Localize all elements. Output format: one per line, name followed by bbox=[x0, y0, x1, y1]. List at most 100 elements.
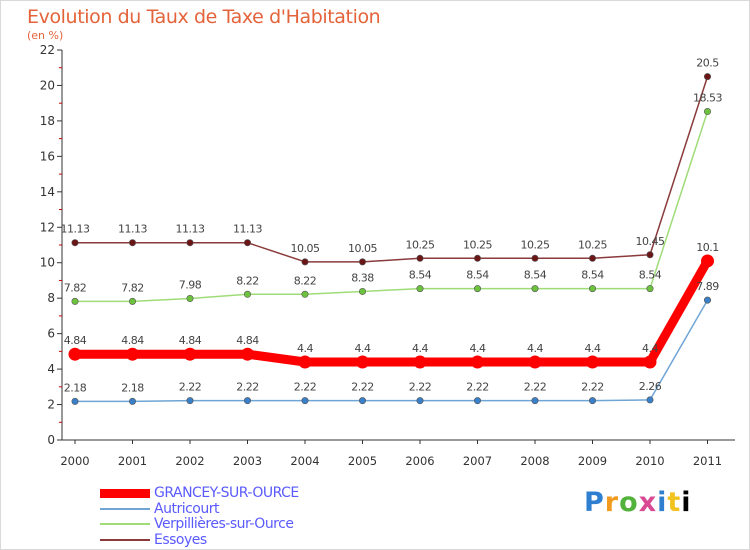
data-label: 2.22 bbox=[581, 381, 604, 394]
series-point bbox=[298, 355, 312, 369]
logo-letter: t bbox=[667, 487, 682, 518]
series-points bbox=[68, 73, 714, 405]
series-point bbox=[473, 397, 481, 405]
legend-label: Autricourt bbox=[154, 500, 219, 517]
series-point bbox=[186, 239, 194, 247]
series-point bbox=[703, 73, 711, 81]
data-label: 7.82 bbox=[121, 281, 144, 294]
series-point bbox=[588, 397, 596, 405]
series-line bbox=[75, 258, 712, 367]
proxiti-logo: Proxiti bbox=[584, 487, 692, 518]
y-tick-label: 6 bbox=[47, 327, 55, 341]
series-line bbox=[75, 299, 709, 403]
series-point bbox=[301, 290, 309, 298]
x-tick-label: 2000 bbox=[60, 454, 89, 468]
x-tick-label: 2009 bbox=[578, 454, 607, 468]
series-point bbox=[701, 254, 714, 268]
x-tick-label: 2007 bbox=[463, 454, 492, 468]
data-label: 8.54 bbox=[466, 269, 489, 282]
y-tick-label: 22 bbox=[40, 43, 55, 57]
data-label: 10.25 bbox=[578, 238, 607, 251]
series-point bbox=[71, 297, 79, 305]
data-label: 2.22 bbox=[466, 381, 489, 394]
series-point bbox=[129, 397, 137, 405]
series-point bbox=[183, 347, 197, 361]
data-label: 4.84 bbox=[64, 334, 87, 347]
legend-swatch bbox=[100, 507, 150, 510]
data-label: 4.4 bbox=[355, 342, 371, 355]
series-point bbox=[646, 285, 654, 293]
logo-letter: r bbox=[604, 487, 620, 518]
data-label: 18.53 bbox=[693, 92, 722, 105]
legend-swatch bbox=[100, 538, 150, 541]
series-point bbox=[186, 397, 194, 405]
series-point bbox=[301, 397, 309, 405]
series-point bbox=[703, 296, 711, 304]
data-label: 2.18 bbox=[121, 381, 144, 394]
data-label: 2.22 bbox=[351, 381, 374, 394]
data-label: 8.22 bbox=[294, 274, 317, 287]
data-label: 2.22 bbox=[236, 381, 259, 394]
y-tick-label: 14 bbox=[40, 185, 55, 199]
logo-letter: x bbox=[638, 487, 658, 518]
data-label: 4.84 bbox=[121, 334, 144, 347]
data-label: 11.13 bbox=[118, 223, 147, 236]
data-label: 10.05 bbox=[348, 242, 377, 255]
series-point bbox=[244, 397, 252, 405]
series-point bbox=[703, 108, 711, 116]
series-point bbox=[413, 355, 427, 369]
data-label: 2.26 bbox=[639, 380, 662, 393]
series-point bbox=[531, 397, 539, 405]
x-tick-label: 2001 bbox=[118, 454, 147, 468]
series-point bbox=[358, 397, 366, 405]
data-label: 2.22 bbox=[524, 381, 547, 394]
logo-letter: i bbox=[657, 487, 668, 518]
series-point bbox=[126, 347, 139, 361]
legend-swatch bbox=[100, 523, 150, 525]
data-label: 7.98 bbox=[179, 279, 202, 292]
y-tick-label: 2 bbox=[47, 398, 55, 412]
data-label: 20.5 bbox=[696, 57, 719, 70]
data-label: 8.54 bbox=[409, 269, 432, 282]
data-label: 2.22 bbox=[409, 381, 432, 394]
data-label: 11.13 bbox=[233, 223, 262, 236]
series-point bbox=[646, 251, 654, 259]
series-point bbox=[71, 397, 79, 405]
series-point bbox=[528, 355, 542, 369]
series-point bbox=[473, 254, 481, 262]
data-label: 8.54 bbox=[524, 269, 547, 282]
series-point bbox=[301, 258, 309, 266]
data-label: 2.18 bbox=[64, 381, 87, 394]
y-tick-label: 8 bbox=[47, 291, 55, 305]
series-point bbox=[473, 285, 481, 293]
data-label: 10.25 bbox=[463, 238, 492, 251]
x-tick-label: 2004 bbox=[290, 454, 319, 468]
series-point bbox=[129, 239, 137, 247]
series-point bbox=[471, 355, 484, 369]
series-lines bbox=[75, 76, 712, 403]
series-point bbox=[358, 287, 366, 295]
x-tick-label: 2003 bbox=[233, 454, 262, 468]
data-label: 2.22 bbox=[179, 381, 202, 394]
series-point bbox=[531, 254, 539, 262]
series-point bbox=[356, 355, 369, 369]
logo-letter: i bbox=[681, 487, 692, 518]
y-tick-label: 0 bbox=[47, 433, 55, 447]
data-label: 4.4 bbox=[412, 342, 428, 355]
series-point bbox=[71, 239, 79, 247]
data-label: 10.05 bbox=[291, 242, 320, 255]
series-point bbox=[416, 254, 424, 262]
series-point bbox=[186, 295, 194, 303]
series-line bbox=[75, 76, 709, 263]
y-tick-label: 12 bbox=[40, 220, 55, 234]
y-tick-label: 16 bbox=[40, 149, 55, 163]
data-label: 10.25 bbox=[521, 238, 550, 251]
data-labels: 4.84 4.84 4.84 4.84 4.4 4.4 4.4 4.4 4.4 4.4 4.4 10.… bbox=[61, 57, 723, 395]
data-label: 2.22 bbox=[294, 381, 317, 394]
y-tick-label: 18 bbox=[40, 114, 55, 128]
legend-swatch bbox=[100, 489, 150, 498]
data-label: 10.25 bbox=[406, 238, 435, 251]
axes: 0 2 4 6 8 10 12 14 16 18 20 22 2000 2001 2002 2003 2004 2… bbox=[40, 43, 735, 468]
series-point bbox=[531, 285, 539, 293]
y-tick-label: 4 bbox=[47, 362, 55, 376]
